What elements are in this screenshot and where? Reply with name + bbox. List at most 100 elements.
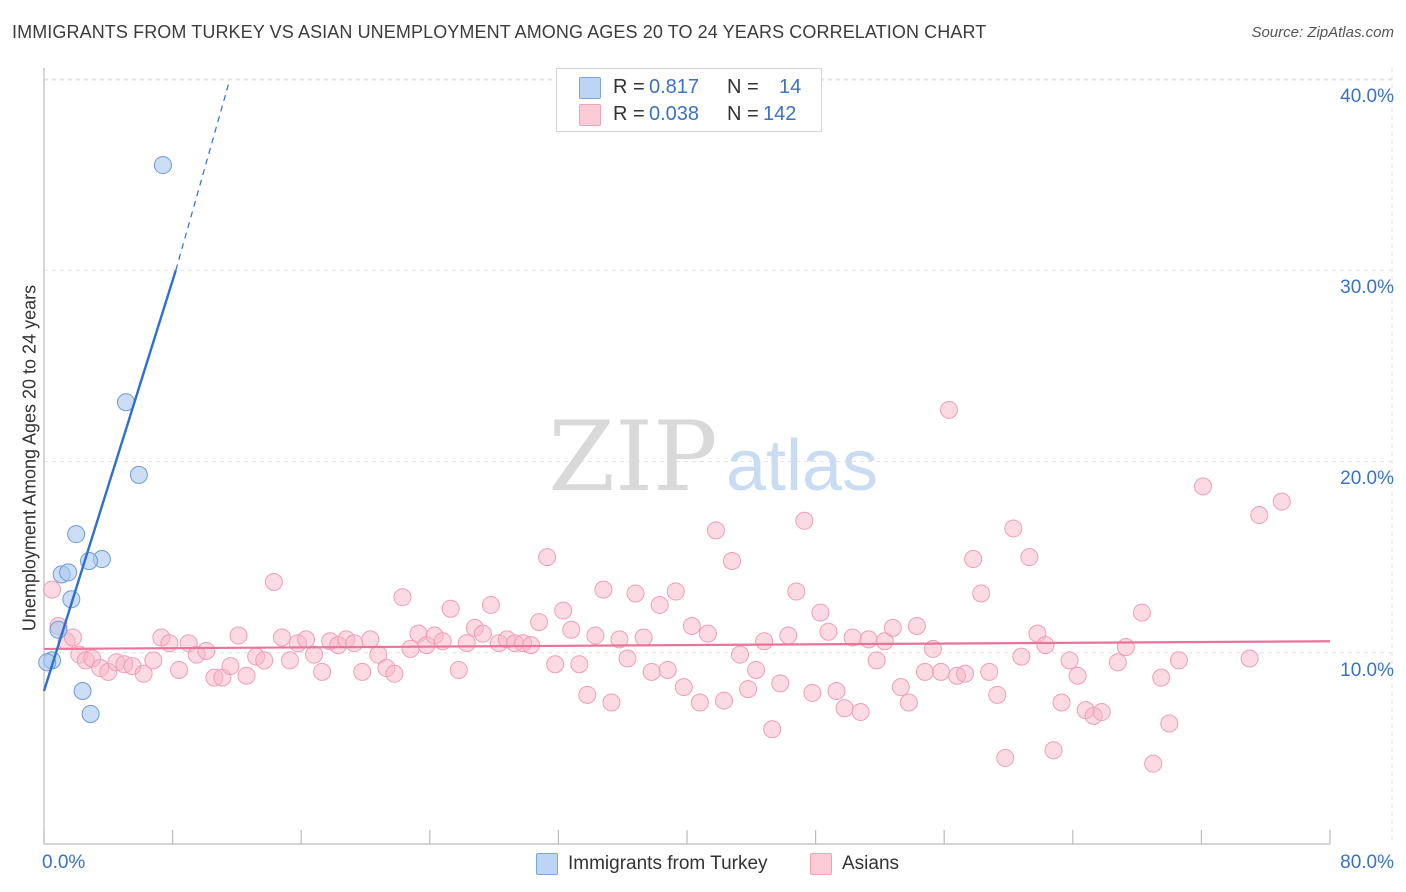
point-asians	[907, 616, 926, 635]
point-asians	[956, 664, 975, 683]
point-asians	[819, 622, 838, 641]
point-asians	[747, 660, 766, 679]
legend-n-value: 142	[763, 103, 797, 125]
point-asians	[401, 639, 420, 658]
point-asians	[682, 616, 701, 635]
point-asians	[538, 548, 557, 567]
point-asians	[1004, 519, 1023, 538]
legend-r-label: R =	[613, 76, 645, 98]
point-asians	[899, 693, 918, 712]
watermark-atlas: atlas	[726, 426, 878, 506]
point-turkey	[80, 551, 99, 570]
series-turkey-points	[38, 156, 172, 723]
point-asians	[650, 595, 669, 614]
point-asians	[642, 662, 661, 681]
point-asians	[1116, 638, 1135, 657]
trend-line-turkey	[42, 269, 177, 692]
point-asians	[883, 618, 902, 637]
point-asians	[755, 632, 774, 651]
point-asians	[827, 682, 846, 700]
legend-swatch-asians	[579, 104, 601, 126]
point-asians	[264, 572, 283, 591]
point-asians	[940, 400, 959, 419]
point-asians	[915, 662, 934, 681]
point-asians	[875, 632, 894, 651]
watermark: ZIP atlas	[548, 401, 878, 513]
point-asians	[988, 685, 1007, 704]
point-asians	[1160, 714, 1179, 733]
point-turkey	[81, 704, 100, 723]
point-asians	[1060, 651, 1079, 670]
point-asians	[144, 651, 163, 670]
point-asians	[297, 630, 316, 649]
point-asians	[361, 630, 380, 649]
point-asians	[859, 630, 878, 649]
point-asians	[170, 660, 189, 679]
point-asians	[1044, 741, 1063, 760]
y-axis-label: Unemployment Among Ages 20 to 24 years	[19, 284, 40, 632]
point-asians	[1012, 647, 1031, 666]
point-turkey	[59, 563, 78, 582]
point-asians	[731, 645, 750, 664]
legend-r-label: R =	[613, 103, 645, 125]
bottom-legend-swatch-turkey	[536, 853, 558, 875]
point-asians	[530, 613, 549, 632]
point-asians	[385, 664, 404, 683]
trend-line-turkey-extension	[175, 82, 230, 271]
point-asians	[803, 683, 822, 702]
point-asians	[706, 521, 725, 540]
point-asians	[771, 674, 790, 693]
point-turkey	[129, 465, 148, 484]
point-asians	[280, 651, 299, 670]
source-credit: Source: ZipAtlas.com	[1251, 24, 1394, 41]
point-asians	[1068, 666, 1087, 685]
point-asians	[449, 660, 468, 679]
point-asians	[698, 624, 717, 643]
series-asians-points	[43, 400, 1291, 773]
point-asians	[867, 651, 886, 670]
axes	[43, 68, 1331, 845]
point-asians	[197, 641, 216, 660]
bottom-legend-label-turkey: Immigrants from Turkey	[568, 853, 768, 874]
point-asians	[666, 582, 685, 601]
point-asians	[457, 634, 476, 653]
point-asians	[996, 748, 1015, 767]
point-asians	[570, 655, 589, 674]
watermark-zip: ZIP	[548, 401, 717, 513]
point-asians	[972, 584, 991, 603]
correlation-legend: R = 0.817 N = 14 R = 0.038 N = 142	[556, 68, 822, 132]
legend-n-value: 14	[779, 76, 802, 98]
point-asians	[1036, 636, 1055, 655]
point-asians	[964, 550, 983, 569]
point-asians	[313, 662, 332, 681]
point-asians	[690, 693, 709, 712]
x-tick-label-max: 80.0%	[1340, 852, 1394, 873]
point-asians	[353, 662, 372, 681]
x-tick-label-min: 0.0%	[42, 852, 86, 873]
gridlines	[44, 68, 1393, 844]
chart-title: IMMIGRANTS FROM TURKEY VS ASIAN UNEMPLOY…	[12, 22, 987, 42]
point-asians	[1020, 548, 1039, 567]
point-asians	[1250, 506, 1269, 525]
point-asians	[255, 651, 274, 670]
point-turkey	[73, 682, 92, 700]
bottom-legend-swatch-asians	[810, 853, 832, 875]
point-asians	[931, 662, 950, 681]
point-asians	[1144, 754, 1163, 773]
legend-r-value: 0.038	[649, 103, 700, 125]
point-asians	[658, 660, 677, 679]
point-asians	[345, 634, 364, 653]
point-asians	[229, 626, 248, 645]
point-asians	[626, 584, 645, 603]
point-turkey	[67, 525, 86, 544]
point-turkey	[153, 156, 172, 175]
point-asians	[305, 645, 324, 664]
point-asians	[610, 630, 629, 649]
point-asians	[1194, 477, 1213, 496]
point-asians	[473, 624, 492, 643]
point-asians	[221, 657, 240, 676]
legend-swatch-turkey	[579, 77, 601, 99]
point-asians	[1092, 703, 1111, 722]
point-asians	[1132, 603, 1151, 622]
